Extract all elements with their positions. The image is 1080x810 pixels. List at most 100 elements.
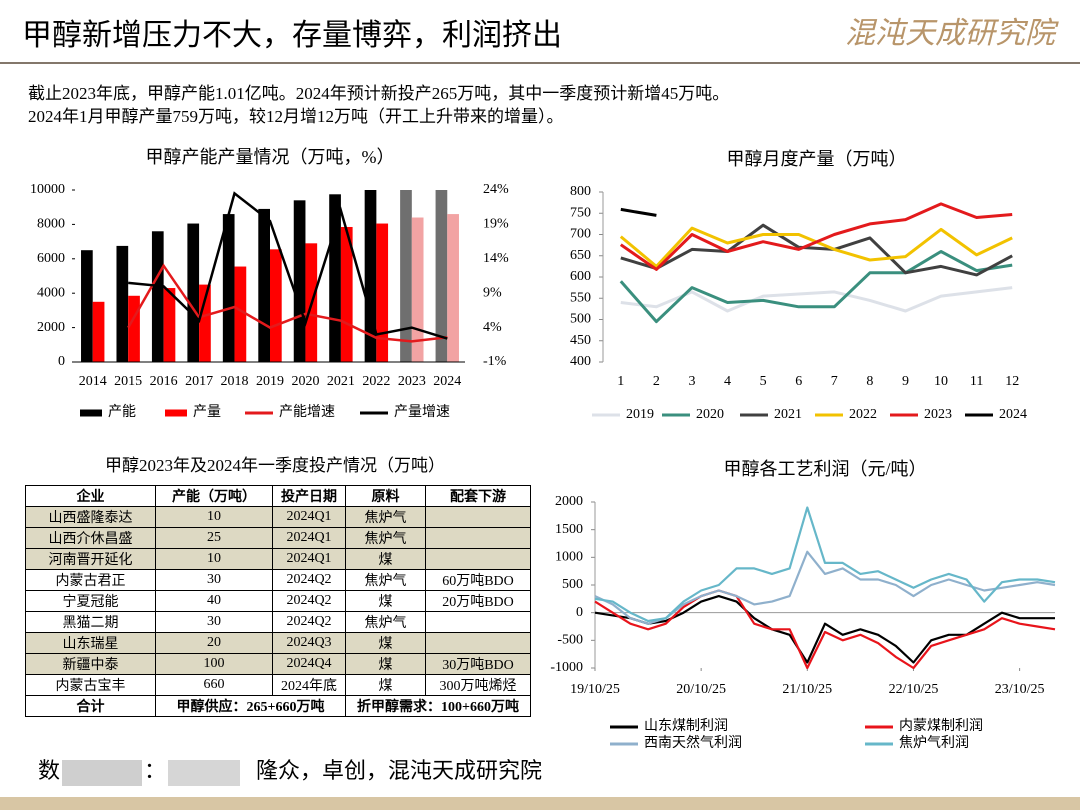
- legend-label: 2022: [849, 407, 877, 422]
- x-tick-label: 20/10/25: [676, 682, 726, 697]
- x-tick-label: 2: [653, 374, 660, 389]
- y2-tick-label: 4%: [483, 320, 502, 335]
- y-tick-label: 1000: [555, 550, 583, 565]
- cell: 2024Q1: [272, 527, 346, 549]
- cell: 2024Q2: [272, 590, 346, 612]
- cell: 煤: [345, 674, 426, 696]
- cell: [425, 611, 531, 633]
- plot: [81, 190, 459, 362]
- line: [127, 263, 448, 343]
- x-tick-label: 2015: [114, 374, 142, 389]
- cell: [425, 548, 531, 570]
- logo: 混沌天成研究院: [845, 17, 1059, 50]
- bar: [151, 231, 164, 362]
- line: [594, 506, 1056, 623]
- row: 内蒙古宝丰 660 2024年底煤 300万吨烯烃: [25, 674, 531, 696]
- note: 截止2023年底，甲醇产能1.01亿吨。2024年预计新投产265万吨，其中一季…: [28, 84, 729, 103]
- column-header: 投产日期: [272, 485, 346, 507]
- y-tick-label: 0: [58, 354, 65, 369]
- legend-label: 产量增速: [394, 404, 450, 420]
- legend-label: 产量: [193, 404, 221, 420]
- y-tick-label: -500: [557, 633, 583, 648]
- line: [128, 191, 448, 340]
- cell: 山东瑞星: [25, 632, 156, 654]
- bar: [92, 301, 105, 362]
- x-tick-label: 5: [760, 374, 767, 389]
- y-tick-label: 800: [570, 184, 591, 199]
- column-header: 原料: [345, 485, 426, 507]
- bar: [447, 214, 459, 362]
- x-tick-label: 2019: [256, 374, 284, 389]
- bar: [340, 226, 353, 362]
- cell: 焦炉气: [345, 527, 426, 549]
- bar: [364, 190, 377, 362]
- x-tick-label: 7: [831, 374, 838, 389]
- x-tick-label: 2023: [398, 374, 426, 389]
- column-header: 产能（万吨）: [155, 485, 273, 507]
- cell: 煤: [345, 653, 426, 675]
- table-title: 甲醇2023年及2024年一季度投产情况（万吨）: [105, 456, 445, 475]
- y-tick-label: 500: [562, 577, 583, 592]
- x-tick-label: 9: [902, 374, 909, 389]
- row: 内蒙古君正 30 2024Q2 焦炉气 60万吨BDO: [25, 569, 531, 591]
- chart-title: 甲醇月度产量（万吨）: [727, 149, 907, 169]
- cell: 焦炉气: [345, 611, 426, 633]
- cell: 2024Q2: [272, 569, 346, 591]
- legend-label: 2020: [696, 407, 724, 422]
- chart-title: 甲醇各工艺利润（元/吨）: [724, 459, 927, 479]
- cell: 2024Q3: [272, 632, 346, 654]
- y-tick-label: 650: [570, 248, 591, 263]
- source: ：: [144, 758, 166, 783]
- x-tick-label: 8: [866, 374, 873, 389]
- bar: [411, 217, 424, 362]
- cell: 2024Q2: [272, 611, 346, 633]
- x-tick-label: 23/10/25: [995, 682, 1045, 697]
- bar: [293, 200, 306, 362]
- y-tick-label: 10000: [30, 182, 65, 197]
- bar: [81, 250, 93, 362]
- cell: 30万吨BDO: [425, 653, 531, 675]
- cell: [425, 632, 531, 654]
- y2-tick-label: 19%: [483, 217, 509, 232]
- legend-label: 产能: [108, 404, 136, 420]
- bar: [376, 223, 389, 362]
- column-header: 企业: [25, 485, 156, 507]
- total-row: 合计 甲醇供应：265+660万吨 折甲醇需求：100+660万吨: [25, 695, 531, 717]
- y-tick-label: 700: [570, 227, 591, 242]
- y-tick-label: 0: [576, 605, 583, 620]
- cell: 焦炉气: [345, 506, 426, 528]
- cell: 焦炉气: [345, 569, 426, 591]
- x-tick-label: 1: [617, 374, 624, 389]
- x-tick-label: 2024: [433, 374, 461, 389]
- cell: 300万吨烯烃: [425, 674, 531, 696]
- x-tick-label: 12: [1005, 374, 1019, 389]
- cell: 100: [155, 653, 273, 675]
- bar: [187, 223, 200, 362]
- y2-tick-label: 24%: [483, 182, 509, 197]
- bar: [400, 190, 412, 362]
- bar: [329, 194, 341, 362]
- line: [620, 207, 657, 217]
- x-tick-label: 4: [724, 374, 731, 389]
- cell: 40: [155, 590, 273, 612]
- row: 黑猫二期 30 2024Q2 焦炉气: [25, 611, 531, 633]
- cell: 新疆中泰: [25, 653, 156, 675]
- bar: [222, 214, 235, 362]
- cell: [425, 527, 531, 549]
- legend-label: 内蒙煤制利润: [899, 718, 983, 734]
- cell: 660: [155, 674, 273, 696]
- blur: [168, 760, 240, 786]
- line: [619, 202, 1013, 271]
- cell: 煤: [345, 590, 426, 612]
- note: 2024年1月甲醇产量759万吨，较12月增12万吨（开工上升带来的增量）。: [28, 107, 564, 126]
- cell: 黑猫二期: [25, 611, 156, 633]
- y-tick-label: 450: [570, 333, 591, 348]
- source: 隆众，卓创，混沌天成研究院: [256, 758, 542, 783]
- bar: [116, 245, 129, 362]
- y-tick-label: 1500: [555, 522, 583, 537]
- legend-label: 2021: [774, 407, 802, 422]
- row: 山西盛隆泰达 10 2024Q1 焦炉气: [25, 506, 531, 528]
- bar: [435, 190, 448, 362]
